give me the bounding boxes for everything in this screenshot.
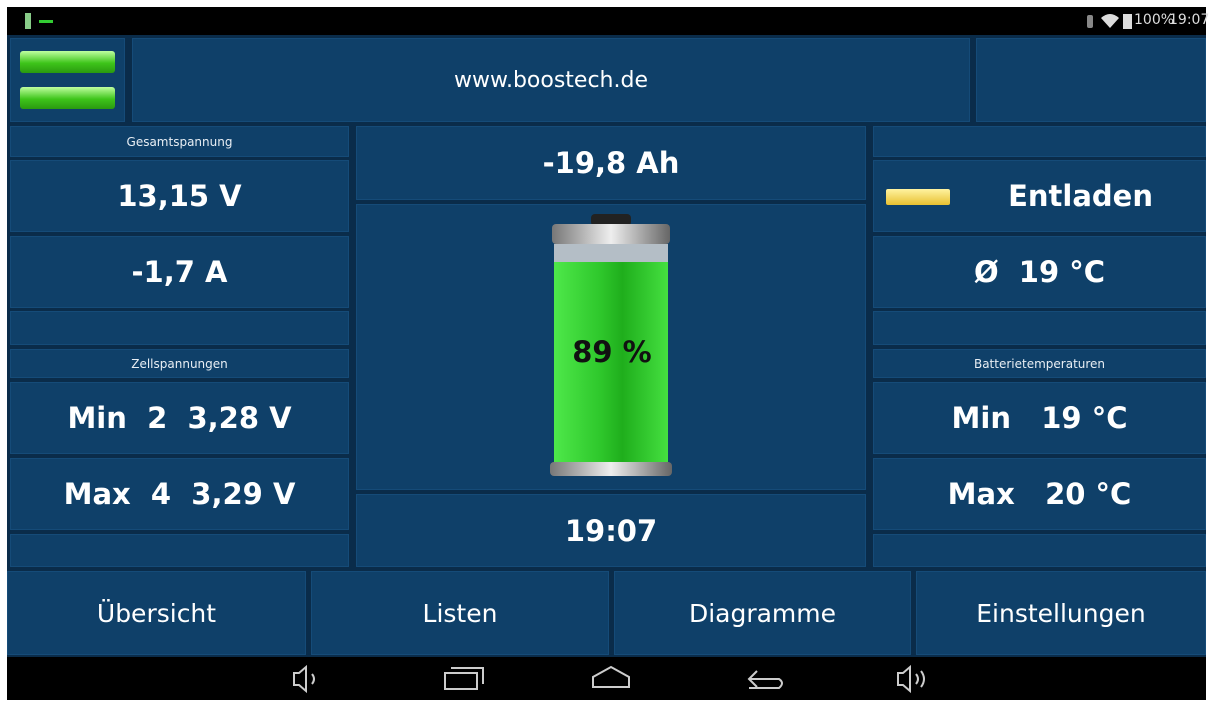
wifi-icon: [1101, 14, 1119, 28]
status-bar: 100% 19:07: [7, 7, 1206, 35]
tab[interactable]: Übersicht: [7, 571, 306, 655]
blank-cell: [873, 534, 1206, 567]
battery-icon-small: [25, 13, 31, 29]
nav-icons: [7, 657, 1206, 700]
battery-icon: [1123, 14, 1132, 29]
temp-max: Max 20 °C: [873, 458, 1206, 530]
battery-level: 89 %: [357, 335, 867, 369]
volume-up[interactable]: [898, 667, 924, 691]
state-value: Entladen: [873, 160, 1206, 232]
app-screen: 100% 19:07 www.boostech.de Gesamtspannun…: [7, 7, 1206, 700]
home-button[interactable]: [593, 667, 629, 687]
blank-cell: [873, 126, 1206, 157]
section-label: Gesamtspannung: [10, 126, 349, 157]
tab[interactable]: Listen: [311, 571, 609, 655]
time-value: 19:07: [356, 494, 866, 567]
notification-icon: [39, 20, 53, 23]
capacity-value: -19,8 Ah: [356, 126, 866, 200]
menu-bar: [20, 51, 115, 73]
cell-min: Min 2 3,28 V: [10, 382, 349, 454]
blank-cell: [10, 534, 349, 567]
battery-panel: 89 %: [356, 204, 866, 490]
menu-button[interactable]: [10, 38, 125, 122]
section-label: Batterietemperaturen: [873, 349, 1206, 378]
status-icons: [7, 7, 1206, 35]
header-url: www.boostech.de: [132, 38, 970, 122]
header-blank: [976, 38, 1206, 122]
bluetooth-icon: [1087, 15, 1093, 28]
avg-temp: Ø 19 °C: [873, 236, 1206, 308]
clock: 19:07: [1169, 12, 1209, 28]
cell-max: Max 4 3,29 V: [10, 458, 349, 530]
section-label: Zellspannungen: [10, 349, 349, 378]
state-text: Entladen: [1008, 179, 1153, 213]
blank-cell: [10, 311, 349, 345]
temp-min: Min 19 °C: [873, 382, 1206, 454]
blank-cell: [873, 311, 1206, 345]
recents-button[interactable]: [445, 668, 483, 689]
tab[interactable]: Einstellungen: [916, 571, 1206, 655]
voltage-value: 13,15 V: [10, 160, 349, 232]
tab[interactable]: Diagramme: [614, 571, 911, 655]
menu-bar: [20, 87, 115, 109]
volume-down[interactable]: [294, 667, 314, 691]
state-indicator: [886, 189, 950, 205]
current-value: -1,7 A: [10, 236, 349, 308]
back-button[interactable]: [749, 671, 782, 688]
nav-bar: [7, 657, 1206, 700]
